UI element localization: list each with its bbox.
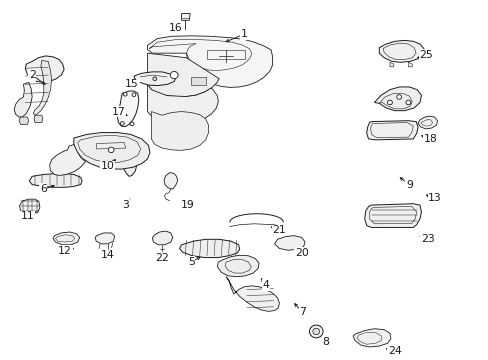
Polygon shape — [407, 62, 411, 67]
Circle shape — [130, 122, 134, 126]
Text: 3: 3 — [122, 200, 129, 210]
Circle shape — [120, 122, 124, 125]
Polygon shape — [147, 84, 218, 123]
Polygon shape — [152, 231, 172, 245]
Polygon shape — [117, 91, 139, 127]
Polygon shape — [374, 87, 421, 111]
Text: 24: 24 — [387, 346, 401, 356]
Circle shape — [170, 71, 178, 79]
Polygon shape — [19, 117, 29, 124]
Circle shape — [132, 93, 136, 96]
Text: 19: 19 — [180, 200, 194, 210]
Text: 20: 20 — [294, 248, 308, 258]
Polygon shape — [25, 56, 64, 82]
Polygon shape — [179, 239, 239, 257]
Text: 12: 12 — [58, 246, 72, 256]
Text: 4: 4 — [263, 280, 269, 290]
Polygon shape — [74, 132, 150, 169]
Text: 5: 5 — [187, 257, 194, 267]
Circle shape — [123, 93, 127, 96]
Text: 22: 22 — [155, 253, 169, 262]
Polygon shape — [274, 236, 305, 250]
Polygon shape — [29, 174, 82, 187]
Polygon shape — [34, 115, 43, 122]
Polygon shape — [417, 116, 437, 129]
Circle shape — [312, 328, 319, 335]
Circle shape — [405, 100, 410, 105]
Polygon shape — [122, 151, 137, 176]
Text: 23: 23 — [420, 234, 434, 244]
Circle shape — [386, 100, 391, 105]
Text: 21: 21 — [272, 225, 285, 235]
Text: 17: 17 — [111, 107, 125, 117]
Polygon shape — [389, 62, 393, 67]
Text: 1: 1 — [241, 29, 247, 39]
Circle shape — [153, 77, 157, 81]
Text: 16: 16 — [168, 23, 182, 33]
Polygon shape — [53, 232, 80, 245]
Polygon shape — [379, 40, 423, 62]
Text: 18: 18 — [423, 134, 436, 144]
Polygon shape — [49, 144, 85, 175]
Text: 2: 2 — [29, 70, 36, 80]
Text: 11: 11 — [20, 211, 34, 221]
Polygon shape — [225, 277, 279, 311]
Polygon shape — [352, 329, 390, 347]
Polygon shape — [191, 77, 205, 85]
Polygon shape — [217, 255, 259, 277]
Text: 15: 15 — [125, 79, 139, 89]
Polygon shape — [147, 53, 219, 96]
Polygon shape — [134, 72, 175, 86]
Circle shape — [108, 147, 114, 153]
Polygon shape — [20, 199, 40, 214]
Polygon shape — [14, 82, 32, 117]
Text: 7: 7 — [299, 307, 305, 317]
Text: 25: 25 — [419, 50, 432, 59]
Text: 6: 6 — [40, 184, 47, 194]
Polygon shape — [151, 112, 208, 150]
Polygon shape — [163, 173, 177, 189]
Text: 9: 9 — [405, 180, 412, 190]
Polygon shape — [147, 36, 272, 87]
Text: 14: 14 — [101, 250, 114, 260]
Text: 10: 10 — [101, 161, 115, 171]
Polygon shape — [364, 204, 421, 228]
Circle shape — [396, 95, 401, 99]
Text: 13: 13 — [427, 193, 441, 203]
Polygon shape — [181, 13, 190, 20]
Polygon shape — [33, 60, 51, 115]
Polygon shape — [95, 233, 114, 244]
Polygon shape — [366, 121, 417, 140]
Circle shape — [309, 325, 323, 338]
Text: 8: 8 — [322, 337, 329, 347]
